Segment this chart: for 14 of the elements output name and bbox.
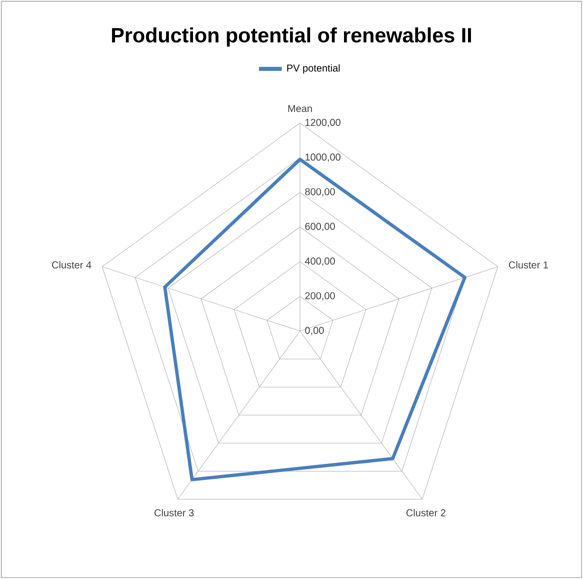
spoke-label: Cluster 2 [406,509,446,516]
y-tick-label: 800,00 [305,188,335,196]
y-tick-label: 600,00 [305,222,335,232]
chart-title: Production potential of renewables II [112,27,471,47]
y-tick-label: 0,00 [305,326,324,336]
spoke-label: Mean [288,105,312,112]
spoke-label: Cluster 3 [154,509,194,516]
y-tick-label: 200,00 [305,292,335,300]
y-tick-label: 1000,00 [305,154,340,162]
spoke-label: Cluster 1 [508,261,548,268]
y-tick-label: 400,00 [304,258,335,266]
spoke-label: Cluster 4 [52,261,92,268]
legend-label: PV potential [287,64,340,74]
y-tick-label: 1200,00 [305,118,340,128]
